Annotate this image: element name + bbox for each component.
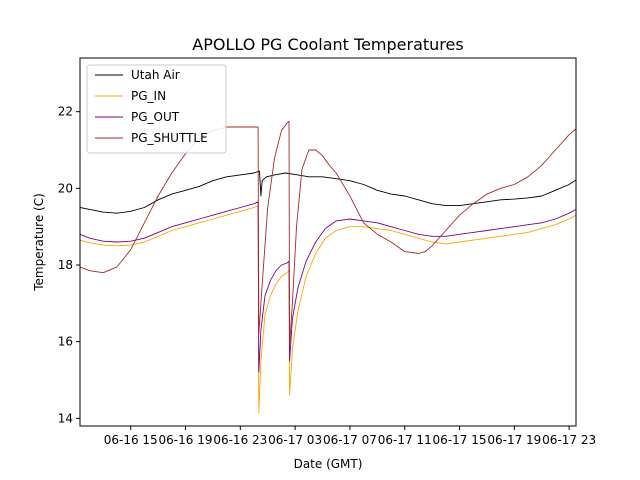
x-tick-label-4: 06-17 07	[323, 433, 377, 447]
plot-frame	[79, 57, 577, 427]
legend-label-pg-shuttle: PG_SHUTTLE	[131, 131, 208, 145]
x-axis: 06-16 15 06-16 19 06-16 23 06-17 03 06-17 07…	[104, 426, 596, 447]
legend-label-pg-out: PG_OUT	[131, 110, 180, 124]
x-tick-label-5: 06-17 11	[378, 433, 432, 447]
legend-box	[86, 64, 227, 154]
y-tick-label-4: 22	[58, 105, 73, 119]
series-line-utah-air	[80, 170, 576, 214]
series-line-pg-in	[80, 205, 576, 414]
legend-label-pg-in: PG_IN	[131, 89, 166, 103]
x-tick-label-7: 06-17 19	[487, 433, 541, 447]
legend: Utah Air PG_IN PG_OUT PG_SHUTTLE	[86, 64, 227, 154]
x-axis-label: Date (GMT)	[294, 457, 363, 471]
legend-label-utah-air: Utah Air	[131, 68, 180, 82]
series-line-pg-out	[80, 201, 576, 373]
x-tick-label-0: 06-16 15	[104, 433, 158, 447]
y-axis: 14 16 18 20 22	[58, 105, 80, 425]
x-tick-label-1: 06-16 19	[159, 433, 213, 447]
y-tick-label-2: 18	[58, 258, 73, 272]
y-tick-label-1: 16	[58, 335, 73, 349]
x-tick-label-8: 06-17 23	[542, 433, 596, 447]
y-axis-label: Temperature (C)	[32, 193, 46, 292]
y-tick-label-0: 14	[58, 411, 73, 425]
y-tick-label-3: 20	[58, 181, 73, 195]
x-tick-label-6: 06-17 15	[433, 433, 487, 447]
x-tick-label-2: 06-16 23	[213, 433, 267, 447]
x-tick-label-3: 06-17 03	[268, 433, 322, 447]
chart-title: APOLLO PG Coolant Temperatures	[192, 35, 463, 54]
